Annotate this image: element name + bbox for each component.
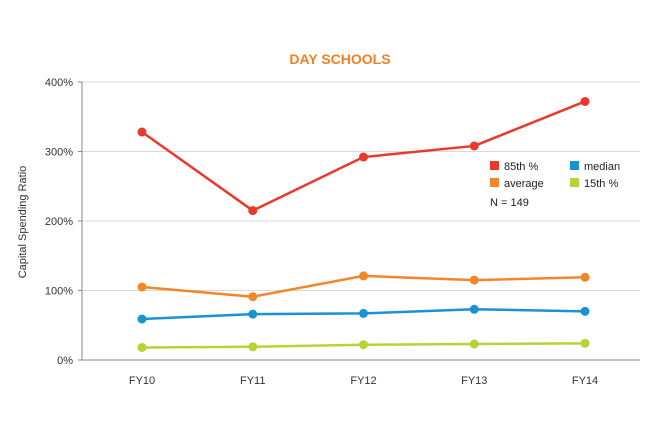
data-point [137,127,147,137]
y-tick-labels: 0% 100% 200% 300% 400% [45,77,73,367]
x-tick-labels: FY10 FY11 FY12 FY13 FY14 [129,375,598,387]
series-median [137,304,590,324]
data-point [248,292,258,302]
y-tick-label: 400% [45,77,73,89]
x-tick-label: FY11 [240,375,265,387]
data-point [580,338,590,348]
data-point [248,206,258,216]
legend-label: 85th % [504,161,538,173]
data-point [137,342,147,352]
data-point [580,306,590,316]
data-point [580,272,590,282]
data-point [248,309,258,319]
legend-item: median [570,161,620,173]
y-tick-label: 300% [45,147,73,159]
grid-lines [82,81,640,291]
y-tick-label: 0% [57,355,73,367]
x-tick-label: FY14 [572,375,598,387]
y-tick-label: 100% [45,286,73,298]
series-15th- [137,338,590,352]
series-average [137,271,590,302]
data-point [359,340,368,350]
legend: 85th % median average 15th % [490,161,620,190]
legend-swatch [570,178,579,187]
legend-item: average [490,178,544,190]
data-point [469,339,479,349]
x-tick-label: FY10 [129,375,155,387]
sample-size-annotation: N = 149 [490,197,529,209]
x-tick-label: FY13 [461,375,487,387]
legend-label: 15th % [584,178,618,190]
series-85th- [137,96,590,216]
legend-item: 85th % [490,161,538,173]
axes [78,81,640,361]
data-point [359,271,368,281]
legend-item: 15th % [570,178,618,190]
y-tick-label: 200% [45,216,73,228]
series-lines [137,96,590,352]
legend-swatch [570,161,579,170]
data-point [469,304,479,314]
chart-title: DAY SCHOOLS [289,51,390,67]
x-tick-label: FY12 [350,375,376,387]
legend-label: average [504,178,544,190]
legend-swatch [490,161,499,170]
legend-swatch [490,178,499,187]
data-point [580,96,590,106]
data-point [248,342,258,352]
data-point [137,282,147,292]
data-point [469,275,479,285]
data-point [469,141,479,151]
data-point [359,152,368,162]
y-axis-label: Capital Spending Ratio [17,166,29,279]
legend-label: median [584,161,620,173]
data-point [137,314,147,324]
data-point [359,308,368,318]
